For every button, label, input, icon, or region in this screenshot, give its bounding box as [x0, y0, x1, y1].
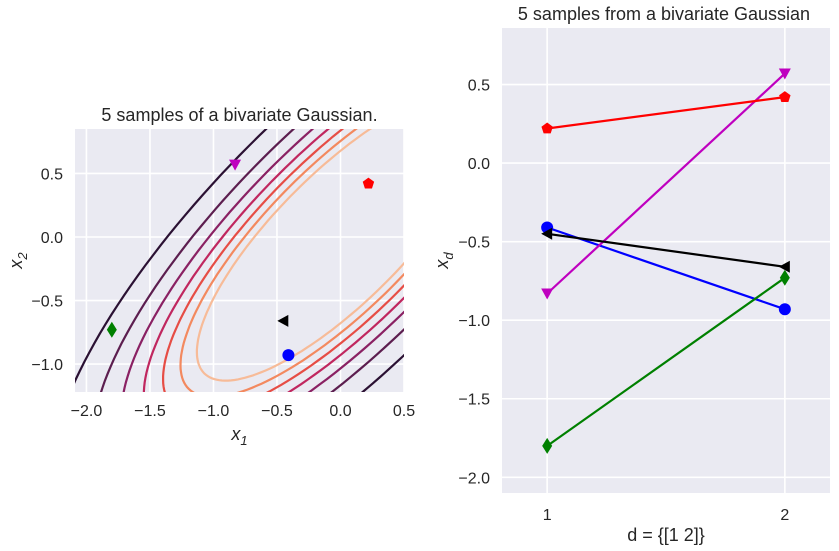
right-x-tick-label: 2 [780, 507, 789, 524]
right-y-tick-label: 0.5 [468, 78, 490, 95]
contour-lines [75, 129, 404, 392]
series-marker-pentagon [541, 122, 553, 134]
right-x-tick-label: 1 [543, 507, 552, 524]
series-line-triangle-left [547, 232, 785, 268]
series-marker-diamond [542, 437, 553, 454]
left-point-triangle-down [229, 159, 242, 171]
right-y-axis-label: xd [432, 252, 456, 270]
left-chart-title: 5 samples of a bivariate Gaussian. [101, 105, 377, 125]
left-x-tick-label: 0.0 [329, 403, 351, 420]
series-marker-triangle-left [778, 260, 790, 273]
series-line-pentagon [547, 96, 785, 130]
left-x-axis-label: x1 [230, 424, 247, 448]
sample-lines [546, 72, 786, 447]
left-y-ticks: 0.5 0.0 −0.5 −1.0 [31, 166, 63, 374]
left-y-tick-label: 0.0 [41, 230, 63, 247]
left-point-triangle-left [277, 314, 289, 327]
series-marker-triangle-left [541, 227, 553, 240]
right-y-ticks: 0.5 0.0 −0.5 −1.0 −1.5 −2.0 [458, 78, 490, 488]
left-y-tick-label: −1.0 [31, 357, 63, 374]
right-plot-area [502, 28, 830, 493]
left-x-tick-label: 0.5 [393, 403, 415, 420]
left-y-tick-label: 0.5 [41, 166, 63, 183]
right-y-tick-label: 0.0 [468, 156, 490, 173]
left-plot-area [75, 129, 404, 392]
left-x-tick-label: −0.5 [261, 403, 293, 420]
series-marker-triangle-down [778, 68, 791, 80]
series-marker-pentagon [779, 91, 791, 102]
right-y-tick-label: −1.0 [458, 313, 490, 330]
left-sample-points [106, 159, 375, 362]
left-x-tick-label: −2.0 [71, 403, 103, 420]
left-x-tick-label: −1.5 [134, 403, 166, 420]
left-x-ticks: −2.0 −1.5 −1.0 −0.5 0.0 0.5 [71, 403, 416, 420]
left-x-tick-label: −1.0 [198, 403, 230, 420]
series-line-circle [546, 226, 786, 311]
left-point-diamond [106, 321, 117, 338]
series-marker-triangle-down [541, 288, 554, 300]
sample-markers [541, 68, 791, 454]
left-y-axis-label: x2 [6, 252, 30, 270]
left-point-circle [282, 349, 295, 362]
right-x-axis-label: d = {[1 2]} [627, 525, 705, 545]
left-point-pentagon [362, 177, 375, 189]
right-y-tick-label: −0.5 [458, 235, 490, 252]
contour-chart: −2.0 −1.5 −1.0 −0.5 0.0 0.5 0.5 0.0 −0.5 −1.0 5 … [6, 105, 416, 448]
contour-line [179, 129, 404, 392]
right-y-tick-label: −1.5 [458, 392, 490, 409]
right-chart-title: 5 samples from a bivariate Gaussian [518, 4, 810, 24]
series-marker-diamond [779, 269, 790, 286]
left-y-tick-label: −0.5 [31, 294, 63, 311]
contour-line [195, 129, 404, 382]
right-grid [502, 28, 830, 493]
series-line-diamond [546, 276, 786, 447]
series-line-triangle-down [546, 72, 786, 295]
right-y-tick-label: −2.0 [458, 470, 490, 487]
series-marker-circle [778, 303, 791, 316]
